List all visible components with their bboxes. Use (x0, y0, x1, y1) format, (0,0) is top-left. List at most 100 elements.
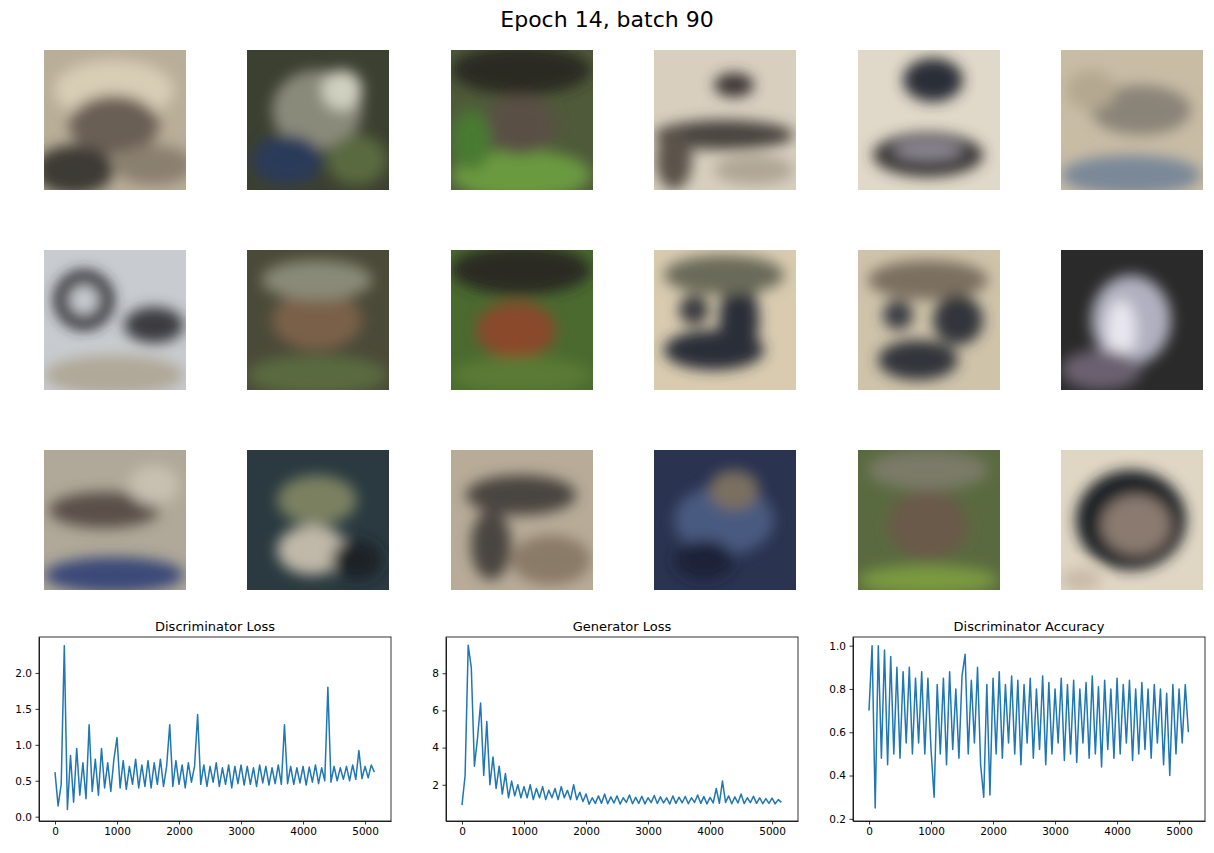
x-tick-mark (993, 821, 994, 825)
y-tick: 0.2 (829, 813, 853, 825)
image-blob (44, 557, 184, 590)
x-tick-mark (179, 821, 180, 825)
chart-title: Discriminator Accuracy (954, 619, 1105, 634)
y-tick-mark (36, 709, 40, 710)
x-tick-label: 2000 (980, 825, 1007, 837)
figure: Epoch 14, batch 90 0 1000 2000 3000 4000 5000 0… (0, 0, 1214, 853)
x-tick: 5000 (1166, 821, 1193, 837)
x-tick-label: 3000 (635, 825, 662, 837)
generated-image (247, 50, 389, 190)
y-tick-label: 1.0 (829, 640, 846, 652)
x-tick-label: 1000 (511, 825, 538, 837)
image-content (1061, 275, 1171, 390)
image-blob (714, 73, 754, 97)
generated-image (654, 450, 796, 590)
image-blob (714, 155, 794, 185)
figure-title: Epoch 14, batch 90 (500, 7, 713, 32)
generated-image (858, 250, 1000, 390)
y-tick-label: 0.8 (829, 683, 846, 695)
y-tick: 2.0 (15, 667, 39, 679)
generated-image (247, 450, 389, 590)
image-content (252, 70, 387, 185)
y-tick-mark (443, 748, 447, 749)
x-tick-label: 4000 (1104, 825, 1131, 837)
y-axis: 0.20.40.60.81.0 (829, 638, 853, 825)
data-line (462, 645, 781, 805)
generated-image (44, 250, 186, 390)
image-blob (476, 302, 556, 358)
image-background (858, 50, 1000, 190)
chart-title: Discriminator Loss (155, 619, 275, 634)
image-content (466, 475, 591, 585)
x-tick-label: 2000 (166, 825, 193, 837)
y-tick: 1.0 (15, 739, 39, 751)
x-tick-label: 4000 (290, 825, 317, 837)
y-tick-mark (443, 673, 447, 674)
y-axis: 0.0 0.5 1.0 1.5 2.0 (15, 638, 39, 823)
image-content (451, 50, 591, 190)
x-tick: 1000 (918, 821, 945, 837)
y-tick-mark (850, 819, 854, 820)
image-background (451, 450, 593, 590)
plot-area (55, 646, 374, 810)
generated-image (451, 50, 593, 190)
y-tick: 0.6 (829, 726, 853, 738)
x-tick: 2000 (573, 821, 600, 837)
y-tick-mark (850, 732, 854, 733)
data-line (869, 646, 1188, 808)
y-tick-label: 8 (432, 667, 439, 679)
image-blob (247, 355, 387, 390)
x-tick-label: 4000 (697, 825, 724, 837)
image-blob (883, 300, 913, 330)
x-tick-label: 2000 (573, 825, 600, 837)
x-tick-label: 1000 (104, 825, 131, 837)
image-blob (466, 475, 576, 515)
image-blob (664, 255, 784, 295)
image-content (44, 60, 186, 190)
generated-image (1061, 250, 1203, 390)
image-blob (1061, 155, 1201, 190)
x-tick: 2000 (166, 821, 193, 837)
x-axis: 010002000300040005000 (447, 821, 799, 837)
plot-area (462, 645, 781, 805)
image-background (654, 250, 796, 390)
data-line (55, 646, 374, 810)
x-axis: 010002000300040005000 (854, 821, 1206, 837)
image-blob (54, 270, 114, 330)
x-tick-mark (1117, 821, 1118, 825)
image-content (277, 475, 382, 580)
image-blob (878, 340, 958, 380)
image-content (868, 260, 988, 380)
x-tick-mark (55, 821, 56, 825)
image-blob (656, 130, 692, 190)
image-blob (674, 540, 734, 580)
image-blob (1076, 470, 1186, 570)
image-content (44, 465, 184, 590)
line-chart: 0100020003000400050002468Generator Loss (432, 619, 798, 837)
x-tick-label: 0 (866, 825, 873, 837)
image-blob (451, 110, 491, 170)
image-blob (1101, 495, 1171, 555)
y-tick-mark (443, 710, 447, 711)
x-tick: 3000 (635, 821, 662, 837)
x-tick-mark (869, 821, 870, 825)
x-tick: 4000 (697, 821, 724, 837)
y-tick-label: 0.0 (15, 811, 32, 823)
plot-area (869, 646, 1188, 808)
y-tick-label: 0.5 (15, 775, 32, 787)
y-tick-mark (36, 673, 40, 674)
image-blob (888, 490, 968, 560)
x-tick: 1000 (511, 821, 538, 837)
x-tick: 5000 (759, 821, 786, 837)
y-tick-mark (850, 689, 854, 690)
image-blob (451, 50, 591, 95)
y-tick-label: 1.5 (15, 703, 32, 715)
y-tick-label: 4 (432, 741, 439, 753)
image-blob (129, 465, 179, 505)
y-tick: 1.0 (829, 640, 853, 652)
x-tick-label: 1000 (918, 825, 945, 837)
y-tick-mark (36, 781, 40, 782)
generated-image (1061, 450, 1203, 590)
y-tick: 0.0 (15, 811, 39, 823)
image-blob (486, 95, 556, 155)
